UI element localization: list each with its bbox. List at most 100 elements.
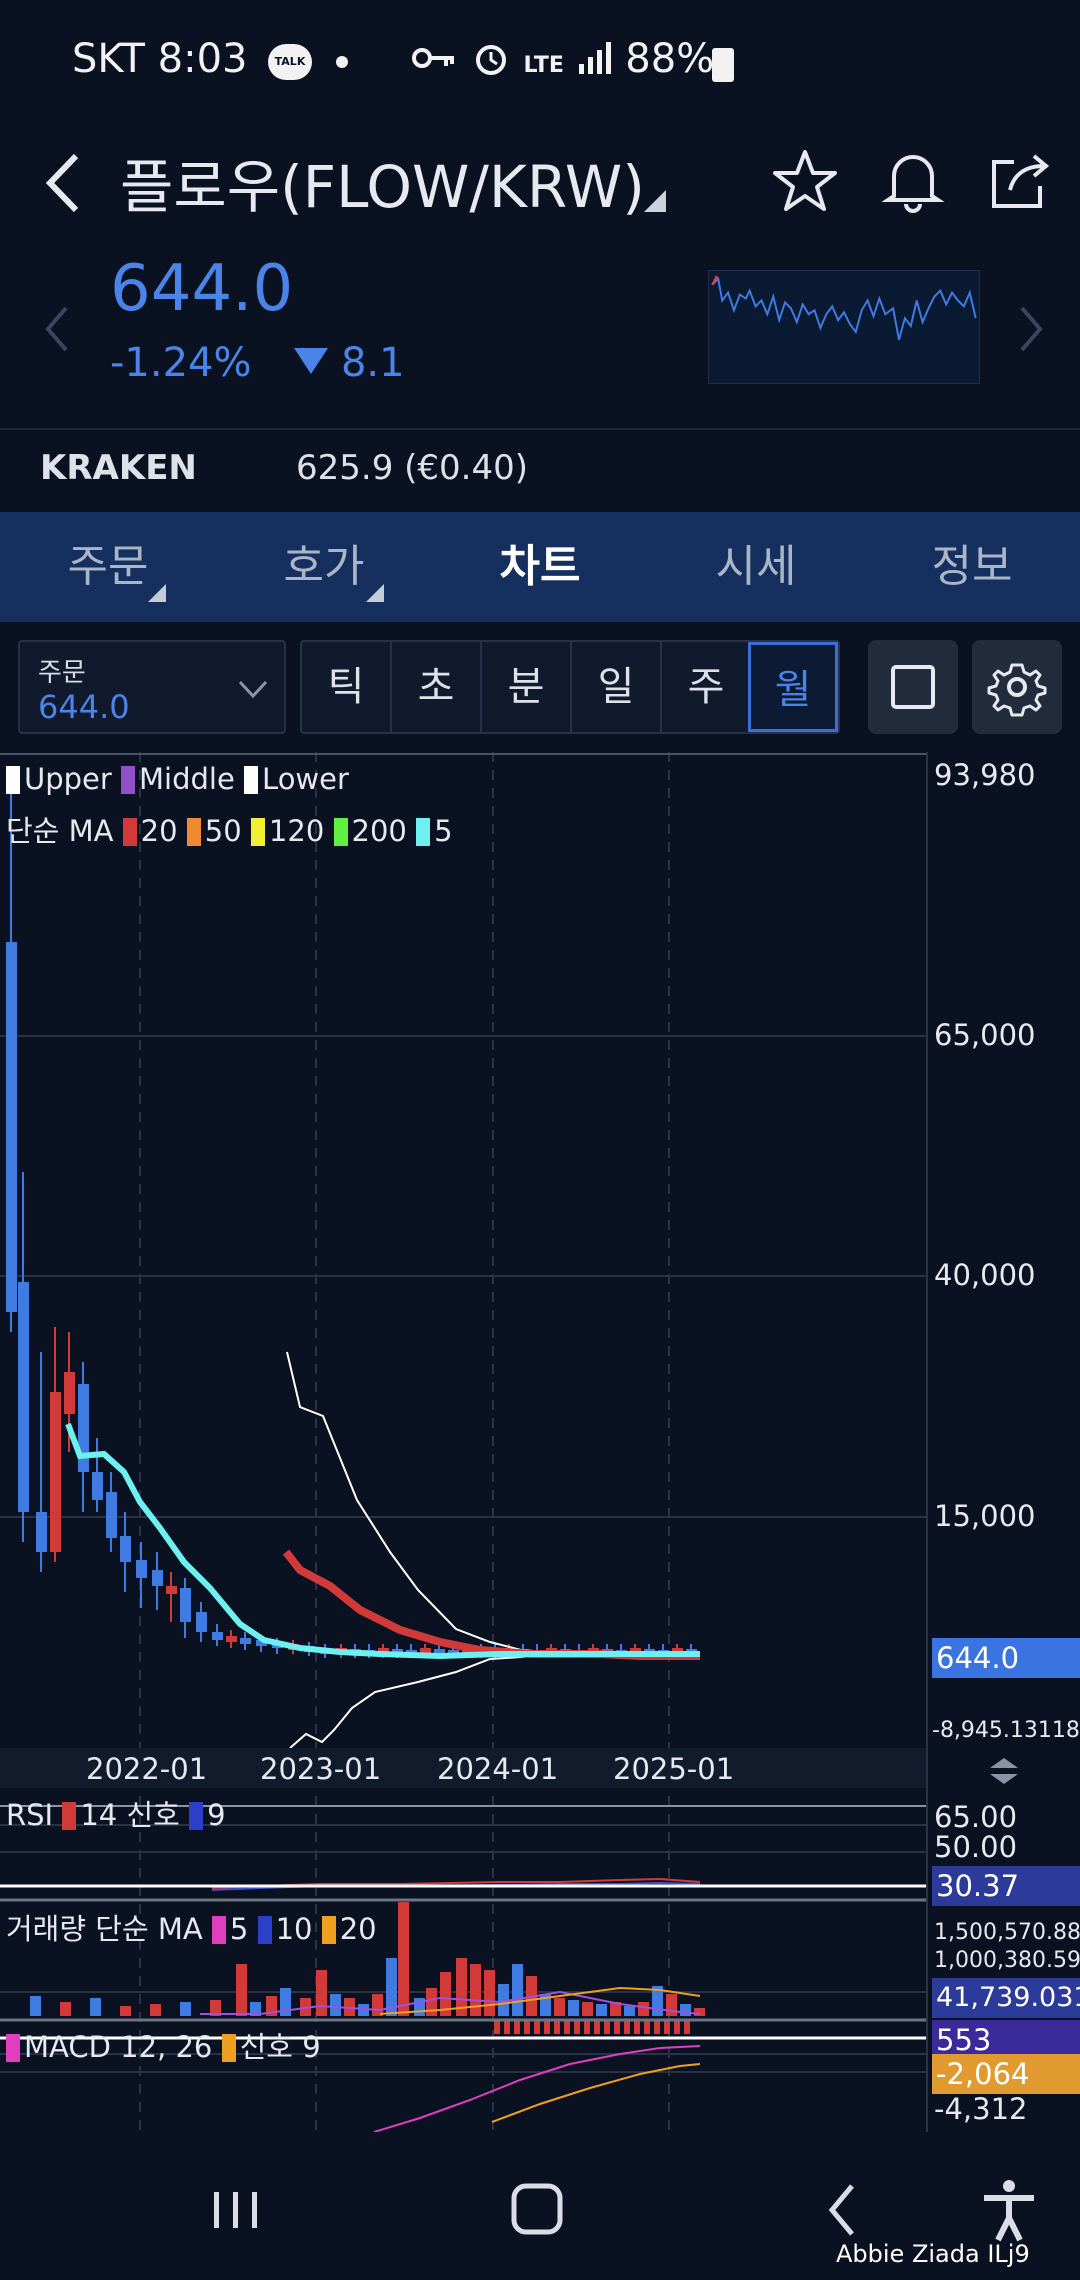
kakaotalk-icon: TALK	[268, 44, 312, 80]
macd-histogram-bar	[514, 2020, 520, 2034]
volume-bar	[484, 1970, 495, 2016]
macd-signal-label: 신호	[239, 2030, 293, 2064]
pane-resize-icon[interactable]	[984, 1756, 1024, 1786]
volume-bar	[596, 2004, 607, 2016]
change-amount: 8.1	[340, 340, 405, 386]
tab-info[interactable]: 정보	[864, 512, 1080, 622]
watermark: Abbie Ziada ILj9	[836, 2240, 1030, 2268]
rsi-signal-period: 9	[207, 1798, 226, 1832]
rsi-axis-50: 50.00	[934, 1830, 1018, 1864]
volume-bar	[456, 1958, 467, 2016]
volume-axis-1: 1,500,570.886	[934, 1920, 1080, 1945]
volume-bar	[540, 1994, 551, 2016]
page-title[interactable]: 플로우(FLOW/KRW)	[120, 153, 645, 221]
ma-legend: 단순 MA 20 50 120 200 5	[6, 808, 453, 850]
system-nav-bar	[0, 2140, 1080, 2280]
macd-histogram-bar	[504, 2020, 510, 2034]
macd-histogram-bar	[644, 2020, 650, 2034]
tab-orderbook[interactable]: 호가	[216, 512, 432, 622]
star-icon[interactable]	[770, 146, 840, 216]
chart-toolbar: 주문 644.0 틱 초 분 일 주 월	[0, 630, 1080, 740]
ma20-label: 20	[140, 814, 178, 848]
bell-icon[interactable]	[878, 146, 948, 216]
candle-body	[120, 1536, 131, 1562]
volume-current: 41,739.031	[932, 1978, 1080, 2018]
macd-signal-line	[491, 2063, 701, 2123]
vol-ma5-line	[200, 1990, 701, 2015]
rsi-axis-65: 65.00	[934, 1800, 1018, 1834]
mini-sparkline[interactable]	[708, 270, 980, 384]
macd-histogram-bar	[654, 2020, 660, 2034]
tab-quotes[interactable]: 시세	[648, 512, 864, 622]
candle-body	[64, 1372, 75, 1414]
key-icon	[412, 48, 454, 68]
volume-bar	[150, 2004, 161, 2016]
macd-histogram-bar	[534, 2020, 540, 2034]
candle-body	[392, 1649, 403, 1654]
fullscreen-button[interactable]	[868, 640, 958, 734]
bb-upper-line	[286, 1351, 701, 1657]
accessibility-icon[interactable]	[964, 2170, 1054, 2250]
home-icon[interactable]	[492, 2170, 582, 2250]
volume-bar	[652, 1986, 663, 2016]
tab-order[interactable]: 주문	[0, 512, 216, 622]
candle-body	[434, 1649, 445, 1655]
volume-bar	[280, 1988, 291, 2016]
macd-histogram-bar	[554, 2020, 560, 2034]
volume-bar	[316, 1970, 327, 2016]
candlesticks	[6, 782, 697, 1658]
chevron-left-icon[interactable]	[42, 304, 72, 354]
x-label-2022: 2022-01	[86, 1752, 208, 1786]
price-axis-40000: 40,000	[934, 1258, 1036, 1292]
period-tick[interactable]: 틱	[302, 642, 392, 732]
x-label-2024: 2024-01	[437, 1752, 559, 1786]
period-second[interactable]: 초	[392, 642, 482, 732]
status-icons: LTE 88%	[410, 36, 714, 82]
divider	[0, 428, 1080, 430]
price-axis-15000: 15,000	[934, 1499, 1036, 1533]
ma200-label: 200	[351, 814, 407, 848]
volume-axis-2: 1,000,380.590	[934, 1948, 1080, 1973]
chevron-right-icon[interactable]	[1016, 304, 1046, 354]
volume-bar	[236, 1964, 247, 2016]
candle-body	[420, 1648, 431, 1654]
tab-chart[interactable]: 차트	[432, 512, 648, 622]
macd-histogram-bar	[634, 2020, 640, 2034]
macd-histogram-bar	[494, 2020, 500, 2034]
period-week[interactable]: 주	[662, 642, 752, 732]
back-icon[interactable]	[40, 148, 90, 218]
vertical-gridlines	[139, 752, 670, 2132]
volume-bar	[414, 1998, 425, 2016]
order-select[interactable]: 주문 644.0	[18, 640, 286, 734]
title-dropdown-icon[interactable]	[644, 190, 666, 212]
period-month[interactable]: 월	[748, 642, 838, 732]
price-change: -1.24% 8.1	[110, 340, 405, 386]
period-day[interactable]: 일	[572, 642, 662, 732]
ma50-swatch	[186, 818, 201, 846]
vol-ma20-label: 20	[339, 1912, 377, 1946]
volume-bar	[624, 2006, 635, 2016]
price-chart[interactable]	[0, 752, 926, 2132]
share-icon[interactable]	[984, 146, 1054, 216]
macd-signal-current: -2,064	[932, 2054, 1080, 2094]
volume-bar	[666, 1994, 677, 2016]
volume-legend: 거래량 단순 MA 5 10 20	[6, 1906, 377, 1948]
ma200-swatch	[333, 818, 348, 846]
order-select-value: 644.0	[38, 688, 130, 726]
rsi-signal-swatch	[189, 1802, 204, 1830]
ma5-label: 5	[434, 814, 453, 848]
recent-apps-icon[interactable]	[190, 2170, 280, 2250]
settings-button[interactable]	[972, 640, 1062, 734]
nav-back-icon[interactable]	[796, 2170, 886, 2250]
status-bar: SKT 8:03 TALK LTE 88%	[0, 0, 1080, 120]
ma-label: 단순 MA	[6, 814, 114, 848]
tab-order-label: 주문	[67, 541, 149, 592]
chart-area[interactable]: Upper Middle Lower 단순 MA 20 50 120 200 5…	[0, 752, 1080, 2132]
volume-bar	[638, 2002, 649, 2016]
period-minute[interactable]: 분	[482, 642, 572, 732]
bb-upper-swatch	[6, 766, 20, 794]
rsi-current: 30.37	[932, 1866, 1080, 1906]
signal-icon	[578, 42, 611, 74]
square-icon	[891, 665, 935, 709]
battery-icon	[712, 48, 734, 82]
